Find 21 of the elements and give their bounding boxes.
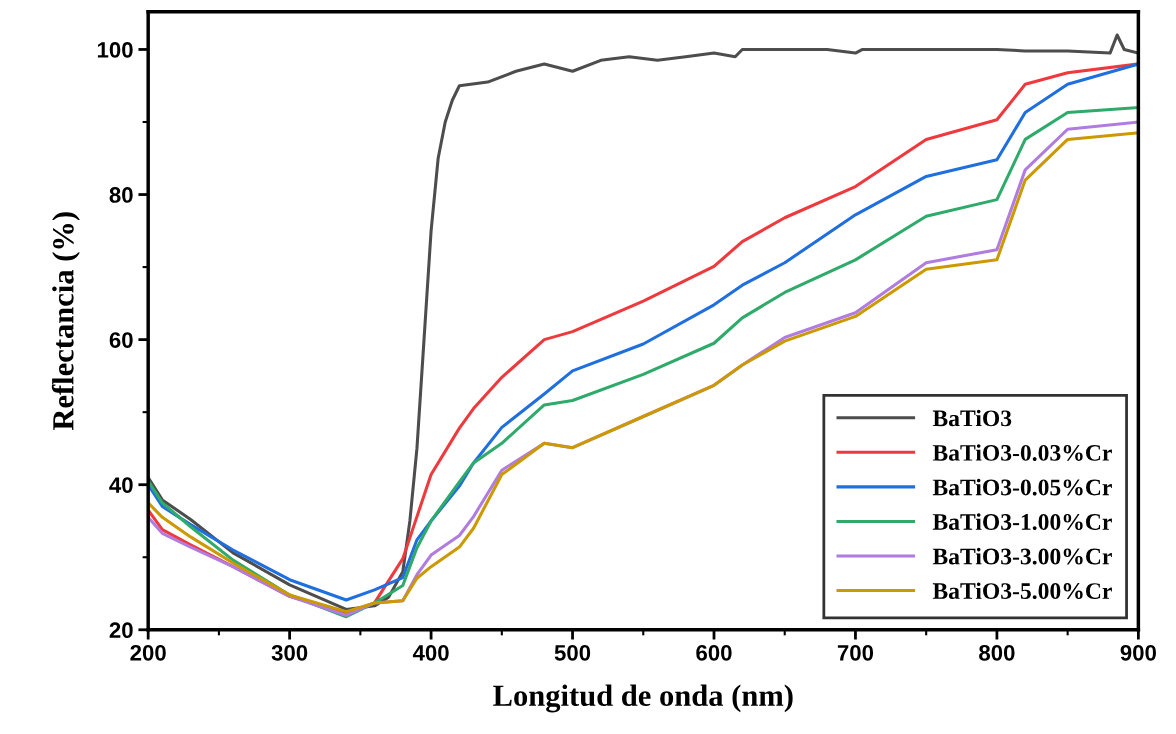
x-tick-label: 700 (837, 644, 874, 661)
legend-label: BaTiO3-5.00%Cr (932, 582, 1112, 600)
x-axis-title: Longitud de onda (nm) (493, 684, 793, 713)
y-tick-label: 40 (109, 477, 133, 493)
legend-label: BaTiO3-0.03%Cr (932, 444, 1112, 461)
x-tick-label: 400 (412, 644, 449, 661)
y-tick-label: 100 (97, 42, 133, 58)
x-tick-label: 500 (554, 644, 591, 661)
x-tick-label: 600 (696, 644, 732, 661)
legend-label: BaTiO3-3.00%Cr (932, 547, 1112, 565)
x-tick-label: 200 (130, 644, 166, 661)
x-tick-label: 900 (1120, 644, 1156, 661)
legend-label: BaTiO3 (932, 409, 1012, 427)
y-axis-title: Reflectancia (%) (51, 212, 80, 431)
y-tick-label: 60 (109, 332, 133, 348)
legend-label: BaTiO3-0.05%Cr (932, 478, 1112, 496)
x-tick-label: 300 (271, 644, 308, 661)
y-tick-label: 20 (109, 622, 133, 639)
legend-label: BaTiO3-1.00%Cr (932, 513, 1112, 531)
x-tick-label: 800 (979, 644, 1015, 661)
y-tick-label: 80 (109, 187, 133, 203)
